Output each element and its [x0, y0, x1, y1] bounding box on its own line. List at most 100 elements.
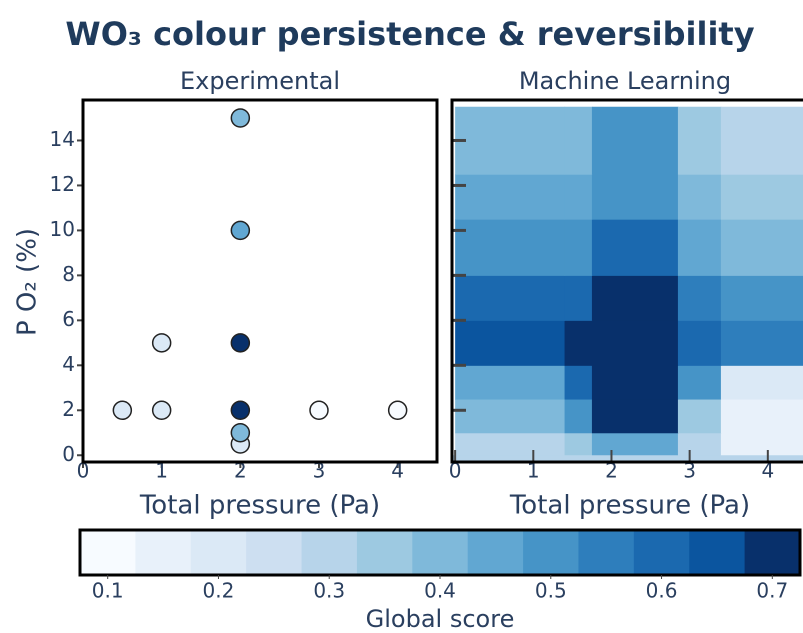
colorbar-band: [633, 530, 690, 575]
y-tick-label: 4: [62, 352, 75, 376]
plot-area: [452, 106, 803, 462]
heatmap-cell: [455, 320, 566, 366]
point: [230, 108, 251, 128]
subplot-title: Machine Learning: [519, 67, 731, 95]
heatmap-cell: [677, 365, 722, 400]
colorbar-label: Global score: [366, 605, 515, 633]
point: [309, 400, 329, 421]
colorbar-tick-label: 0.2: [203, 579, 235, 603]
y-axis-label: P O₂ (%): [13, 228, 43, 336]
plot-frame: [450, 98, 803, 464]
point: [151, 400, 172, 421]
heatmap-cell: [455, 174, 566, 220]
colorbar-band: [412, 530, 469, 575]
heatmap-cell: [455, 432, 566, 456]
x-tick-label: 4: [761, 459, 774, 483]
x-tick-label: 3: [683, 459, 696, 483]
heatmap-cell: [591, 432, 679, 456]
colorbar-tick-label: 0.5: [535, 579, 567, 603]
point: [230, 220, 251, 241]
point: [230, 400, 251, 421]
heatmap-cell: [591, 365, 679, 400]
x-tick-label: 1: [155, 459, 168, 483]
heatmap-cell: [677, 174, 722, 220]
heatmap-cell: [455, 365, 566, 400]
heatmap-cell: [564, 275, 593, 321]
heatmap-cell: [720, 365, 803, 400]
heatmap-cell: [591, 219, 679, 276]
heatmap-cell: [564, 174, 593, 220]
subplot-title: Experimental: [180, 67, 340, 95]
colorbar-band: [523, 530, 579, 575]
colorbar-band: [135, 530, 192, 575]
heatmap-cell: [677, 219, 722, 276]
colorbar-tick-label: 0.6: [646, 579, 678, 603]
colorbar-band: [578, 530, 635, 575]
colorbar-band: [80, 530, 136, 575]
point: [387, 400, 408, 421]
colorbar-band: [356, 530, 413, 575]
heatmap-cell: [564, 320, 593, 366]
heatmap-cell: [720, 320, 803, 366]
heatmap-cell: [677, 275, 722, 321]
heatmap-cell: [564, 432, 593, 456]
x-tick-label: 2: [605, 459, 618, 483]
heatmap-cell: [720, 219, 803, 276]
x-tick-label: 0: [77, 459, 90, 483]
y-tick-label: 2: [62, 397, 75, 421]
heatmap-cell: [564, 399, 593, 434]
colorbar-tick-label: 0.4: [424, 579, 456, 603]
colorbar-band: [467, 530, 524, 575]
y-tick-label: 12: [50, 172, 75, 196]
colorbar-tick-label: 0.7: [756, 579, 788, 603]
chart-title: WO₃ colour persistence & reversibility: [65, 15, 754, 53]
heatmap-cell: [720, 432, 803, 456]
colorbar-band: [301, 530, 358, 575]
point: [230, 423, 251, 443]
heatmap-cell: [455, 399, 566, 434]
colorbar-tick-label: 0.3: [313, 579, 345, 603]
x-axis-label: Total pressure (Pa): [139, 491, 380, 521]
x-tick-label: 3: [313, 459, 326, 483]
point: [151, 333, 172, 353]
plot-frame: [81, 98, 439, 464]
heatmap-cell: [591, 320, 679, 366]
colorbar-tick-label: 0.1: [92, 579, 124, 603]
x-tick-label: 0: [449, 459, 462, 483]
heatmap-low-edge: [452, 455, 803, 462]
heatmap-cell: [677, 106, 722, 175]
colorbar-band: [689, 530, 746, 575]
colorbar-band: [744, 530, 801, 575]
heatmap-cell: [720, 106, 803, 175]
heatmap-cell: [677, 432, 722, 456]
colorbar-band: [246, 530, 303, 575]
x-tick-label: 1: [527, 459, 540, 483]
heatmap-cell: [720, 275, 803, 321]
heatmap-cell: [564, 219, 593, 276]
y-tick-label: 8: [62, 262, 75, 286]
x-axis-label: Total pressure (Pa): [509, 491, 750, 521]
heatmap-cell: [591, 174, 679, 220]
heatmap-cell: [720, 399, 803, 434]
heatmap-cell: [720, 174, 803, 220]
heatmap-cell: [591, 106, 679, 175]
colorbar-band: [190, 530, 247, 575]
heatmap-cell: [591, 399, 679, 434]
y-tick-label: 0: [62, 442, 75, 466]
heatmap-cell: [455, 219, 566, 276]
heatmap-cell: [455, 275, 566, 321]
heatmap-cell: [591, 275, 679, 321]
x-tick-label: 2: [234, 459, 247, 483]
point: [112, 400, 133, 421]
point: [230, 333, 251, 353]
heatmap-cell: [564, 365, 593, 400]
y-tick-label: 10: [50, 217, 75, 241]
y-tick-label: 6: [62, 307, 75, 331]
heatmap-cell: [677, 399, 722, 434]
heatmap-cell: [677, 320, 722, 366]
heatmap-cell: [564, 106, 593, 175]
heatmap-cell: [455, 106, 566, 175]
y-tick-label: 14: [50, 127, 75, 151]
x-tick-label: 4: [391, 459, 404, 483]
